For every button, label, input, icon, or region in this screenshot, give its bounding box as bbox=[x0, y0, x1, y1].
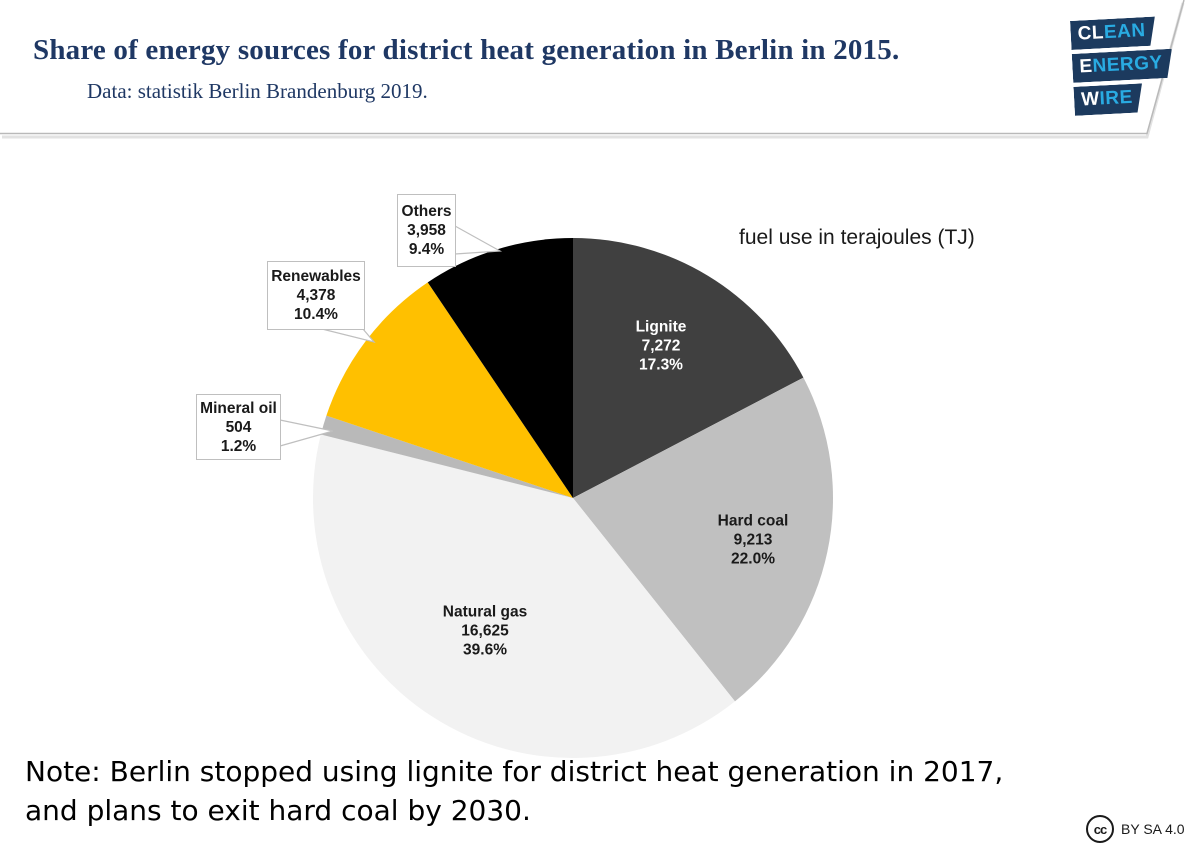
pie-slice-renewables bbox=[326, 282, 573, 498]
slice-name: Lignite bbox=[635, 318, 687, 336]
callout-box-mineral-oil: Mineral oil 504 1.2% bbox=[196, 394, 281, 460]
slice-name: Mineral oil bbox=[200, 399, 277, 417]
slice-value: 7,272 bbox=[641, 337, 681, 355]
page-subtitle: Data: statistik Berlin Brandenburg 2019. bbox=[87, 79, 428, 103]
slice-percent: 1.2% bbox=[220, 437, 257, 455]
slice-value: 16,625 bbox=[461, 622, 509, 640]
slice-percent: 22.0% bbox=[731, 550, 775, 568]
logo-row-energy: ENERGY bbox=[1072, 49, 1174, 83]
pie-slice-hard-coal bbox=[573, 377, 833, 702]
slice-value: 504 bbox=[225, 418, 252, 436]
callout-pointer bbox=[279, 419, 334, 447]
callout-pointers-group bbox=[279, 225, 503, 447]
header-divider bbox=[0, 0, 1185, 135]
logo-row-clean: CLEAN bbox=[1070, 17, 1156, 50]
cc-license-badge: cc BY SA 4.0 bbox=[1086, 815, 1185, 843]
logo-energy-strong: E bbox=[1078, 55, 1094, 78]
cc-icon: cc bbox=[1086, 815, 1114, 843]
callout-box-renewables: Renewables 4,378 10.4% bbox=[267, 261, 365, 330]
callout-pointer bbox=[454, 225, 503, 255]
slice-value: 4,378 bbox=[296, 287, 336, 304]
pie-slice-lignite bbox=[573, 238, 804, 498]
logo-energy-rest: NERGY bbox=[1092, 52, 1164, 77]
logo-clean-rest: EAN bbox=[1103, 20, 1147, 44]
pie-slice-mineral-oil bbox=[320, 415, 573, 498]
slice-percent: 10.4% bbox=[294, 306, 338, 323]
slice-label-natural-gas: Natural gas 16,625 39.6% bbox=[443, 603, 527, 660]
header-divider-shadow bbox=[2, 2, 1185, 139]
slice-percent: 9.4% bbox=[408, 241, 445, 258]
logo-clean-strong: CL bbox=[1077, 22, 1105, 45]
logo-row-wire: WIRE bbox=[1073, 83, 1143, 116]
page-title: Share of energy sources for district hea… bbox=[33, 34, 900, 66]
slice-name: Others bbox=[401, 203, 452, 220]
logo-wire-strong: W bbox=[1080, 88, 1101, 111]
slice-label-hard-coal: Hard coal 9,213 22.0% bbox=[718, 512, 789, 569]
unit-label: fuel use in terajoules (TJ) bbox=[739, 226, 975, 249]
slice-percent: 39.6% bbox=[463, 641, 507, 659]
pie-slice-natural-gas bbox=[313, 434, 735, 759]
pie-slices-group bbox=[313, 238, 833, 759]
slice-value: 3,958 bbox=[407, 222, 446, 239]
slice-name: Natural gas bbox=[442, 603, 528, 621]
slice-label-lignite: Lignite 7,272 17.3% bbox=[636, 318, 687, 375]
cc-license-label: BY SA 4.0 bbox=[1121, 821, 1185, 837]
slice-name: Renewables bbox=[271, 268, 361, 285]
slice-value: 9,213 bbox=[733, 531, 773, 549]
slice-percent: 17.3% bbox=[639, 356, 683, 374]
pie-slice-others bbox=[427, 238, 573, 498]
slice-name: Hard coal bbox=[717, 512, 789, 530]
note-text: Note: Berlin stopped using lignite for d… bbox=[25, 755, 1004, 827]
logo-wire-rest: IRE bbox=[1099, 86, 1134, 110]
callout-box-others: Others 3,958 9.4% bbox=[397, 194, 456, 267]
clew-logo: CLEAN ENERGY WIRE bbox=[1070, 16, 1175, 120]
callout-pointer bbox=[321, 328, 376, 344]
